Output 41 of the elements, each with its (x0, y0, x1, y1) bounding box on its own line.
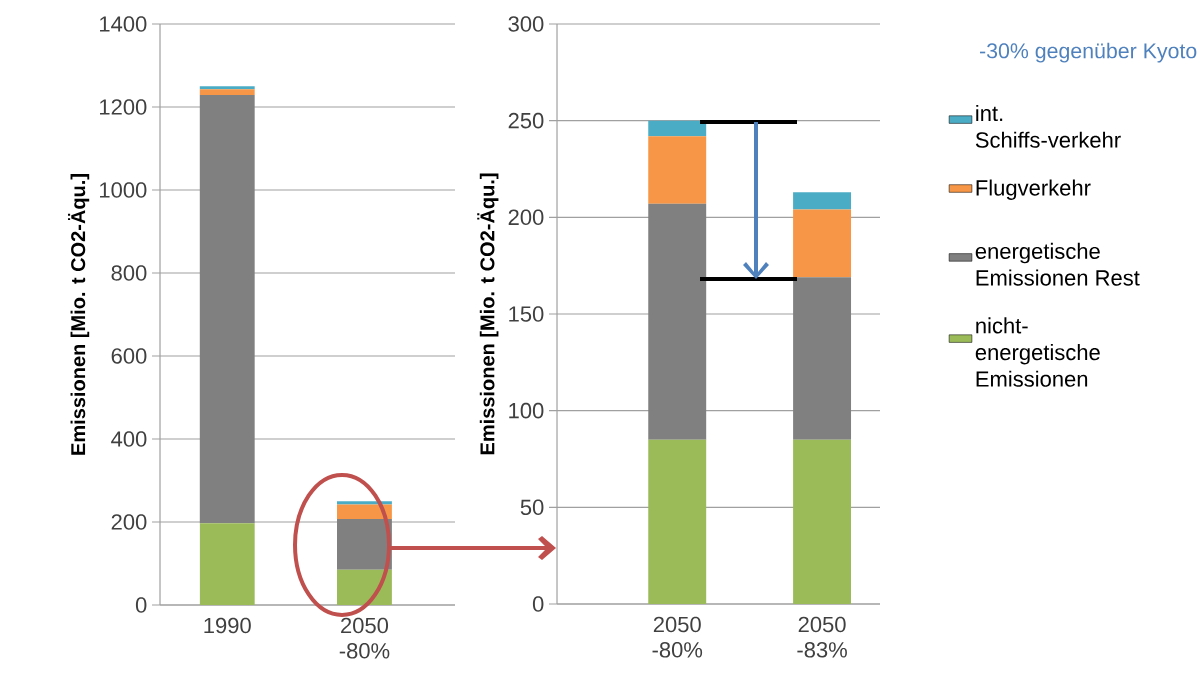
bar (648, 439, 707, 604)
legend-label: int. Schiffs-verkehr (975, 105, 1121, 148)
bar (648, 120, 707, 137)
y-tick-label: 200 (111, 514, 147, 530)
y-tick-label: 800 (111, 265, 147, 281)
bar (793, 192, 852, 210)
y-tick-label: 300 (508, 16, 544, 32)
x-tick-label: 1990 (204, 617, 251, 634)
bar (793, 439, 852, 604)
y-tick-label: 1200 (100, 99, 147, 115)
bar (199, 523, 255, 605)
y-tick-label: 50 (520, 499, 544, 516)
y-tick-label: 1400 (100, 16, 147, 32)
bar (199, 86, 255, 90)
legend-label: nicht-energetische Emissionen (975, 317, 1100, 387)
legend-label: energetische Emissionen Rest (975, 242, 1140, 286)
x-tick-label: 2050 -80% (652, 616, 703, 658)
y-axis-title: Emissionen [Mio. t CO2-Äqu.] (477, 173, 499, 455)
bar (337, 519, 392, 570)
y-tick-label: 600 (111, 348, 147, 364)
y-tick-label: 150 (509, 306, 544, 322)
y-tick-label: 0 (135, 597, 147, 613)
y-tick-label: 200 (508, 209, 544, 226)
bar (199, 89, 255, 95)
y-tick-label: 100 (509, 402, 544, 419)
bar (337, 569, 392, 605)
y-tick-label: 400 (111, 431, 147, 447)
legend-label: Flugverkehr (976, 179, 1091, 200)
bar (648, 203, 707, 440)
text: -30% gegenüber Kyoto (980, 42, 1197, 63)
y-axis-title: Emissionen [Mio. t CO2-Äqu.] (67, 174, 90, 455)
bar (793, 277, 852, 440)
bar (199, 94, 255, 524)
bar (793, 209, 852, 278)
y-tick-label: 250 (508, 112, 544, 129)
x-tick-label: 2050 -80% (339, 617, 390, 659)
y-tick-label: 0 (532, 596, 544, 612)
bar (648, 136, 707, 204)
y-tick-label: 1000 (100, 182, 147, 198)
bar (337, 501, 392, 505)
x-tick-label: 2050 -83% (797, 616, 847, 658)
